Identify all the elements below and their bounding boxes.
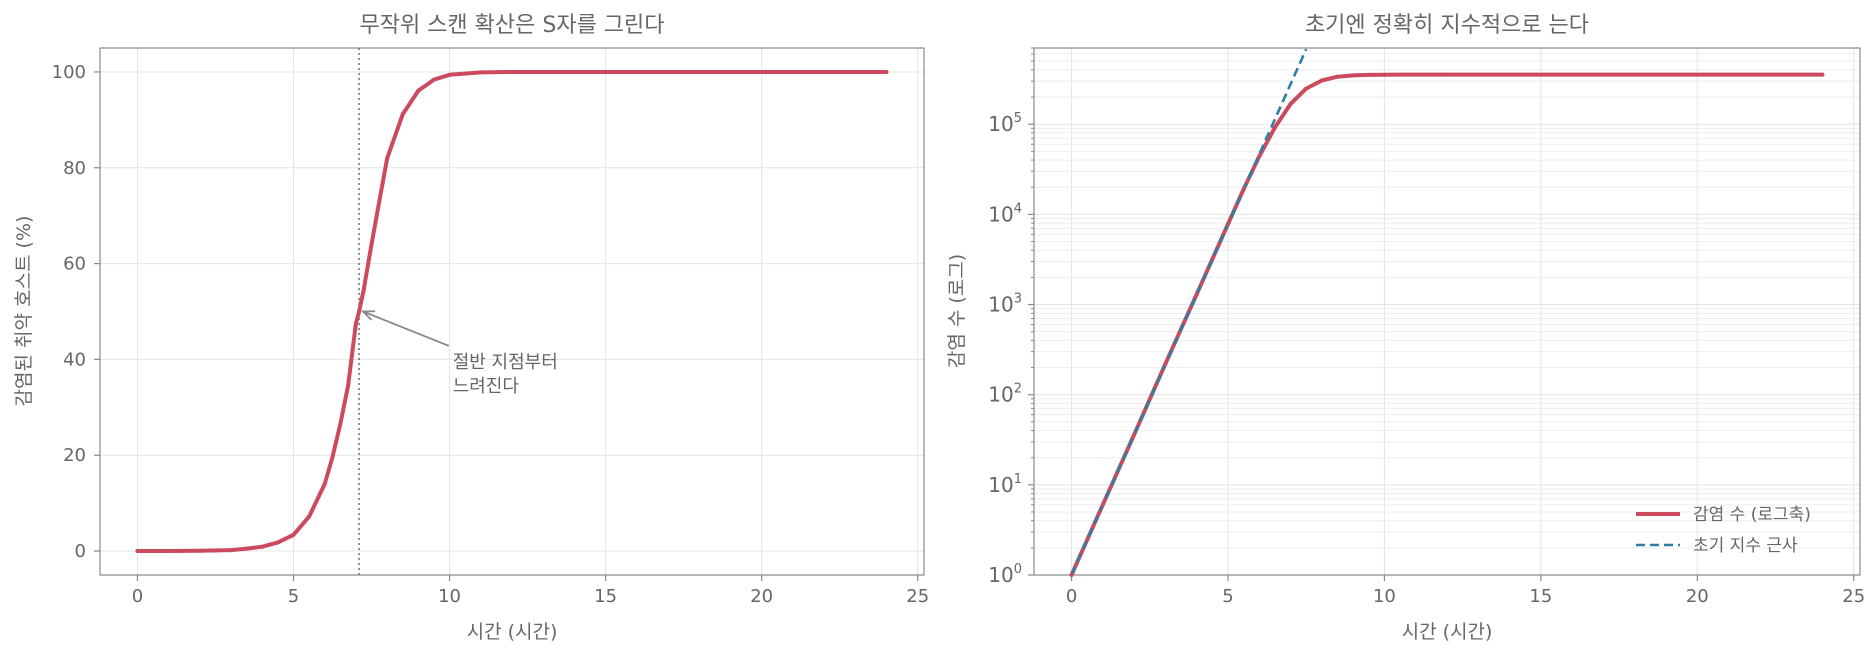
data-point xyxy=(1132,432,1137,437)
x-axis-label-left: 시간 (시간) xyxy=(467,621,558,643)
x-axis-label-right: 시간 (시간) xyxy=(1402,621,1493,643)
x-tick-label: 25 xyxy=(906,586,929,607)
grid-right xyxy=(1034,47,1860,576)
data-point xyxy=(330,455,335,460)
y-tick-label: 103 xyxy=(988,292,1022,317)
x-tick-label: 15 xyxy=(594,586,617,607)
legend-label-infected: 감염 수 (로그축) xyxy=(1693,505,1811,525)
data-point xyxy=(1304,86,1309,91)
annotation-arrowhead xyxy=(360,310,376,321)
data-point xyxy=(1335,74,1340,79)
data-point xyxy=(369,242,374,247)
panel-left: 0 5 10 15 20 25 0 20 40 60 80 100 절반 지점부터 느려진다 무작위 … xyxy=(13,13,929,643)
data-point xyxy=(361,287,366,292)
y-tick-label: 20 xyxy=(63,445,86,466)
data-point xyxy=(1225,222,1230,227)
data-point xyxy=(322,481,327,486)
y-axis-label-right: 감염 수 (로그) xyxy=(946,254,968,368)
data-point xyxy=(1194,292,1199,297)
annotation-arrow xyxy=(362,310,450,347)
x-tick-label: 0 xyxy=(132,586,143,607)
data-point xyxy=(135,549,140,554)
data-point xyxy=(510,69,514,74)
data-point xyxy=(357,309,362,314)
data-point xyxy=(431,77,436,82)
plot-frame-right xyxy=(1033,47,1861,576)
data-point xyxy=(1319,78,1324,83)
data-point xyxy=(1445,72,1449,77)
data-point xyxy=(1241,187,1246,192)
x-tick-label: 5 xyxy=(1222,586,1233,607)
data-point xyxy=(260,544,265,549)
data-point xyxy=(1100,502,1105,507)
x-tick-label: 25 xyxy=(1842,586,1865,607)
x-tick-label: 15 xyxy=(1529,586,1552,607)
data-point xyxy=(478,70,483,75)
data-point xyxy=(447,72,452,77)
data-point xyxy=(275,540,280,545)
data-point xyxy=(353,321,358,326)
y-tick-label: 60 xyxy=(63,254,86,275)
x-tick-label: 20 xyxy=(1686,586,1709,607)
ticks-right: 0 5 10 15 20 25 100 101 102 103 104 105 xyxy=(988,47,1865,607)
chart-title-left: 무작위 스캔 확산은 S자를 그린다 xyxy=(359,13,664,38)
data-point xyxy=(572,69,577,74)
y-tick-label: 100 xyxy=(988,562,1022,587)
y-tick-label: 0 xyxy=(75,541,86,562)
data-point xyxy=(1272,125,1277,130)
data-point xyxy=(291,532,296,537)
data-point xyxy=(1382,72,1387,77)
x-tick-label: 10 xyxy=(438,586,461,607)
y-tick-label: 40 xyxy=(63,349,86,370)
data-point xyxy=(338,422,343,427)
y-tick-label: 101 xyxy=(988,472,1022,497)
legend: 감염 수 (로그축) 초기 지수 근사 xyxy=(1636,505,1811,556)
y-tick-label: 104 xyxy=(988,201,1022,226)
data-points-left xyxy=(135,69,889,554)
data-point xyxy=(385,156,390,161)
data-point xyxy=(166,548,171,553)
annotation-line-2: 느려진다 xyxy=(453,376,520,397)
data-point xyxy=(1413,72,1418,77)
x-tick-label: 0 xyxy=(1066,586,1077,607)
exponential-approx-line xyxy=(1070,48,1308,575)
data-point xyxy=(1069,573,1074,577)
y-tick-label: 102 xyxy=(988,382,1022,407)
data-point xyxy=(416,88,421,93)
chart-title-right: 초기엔 정확히 지수적으로 는다 xyxy=(1305,13,1589,38)
x-tick-label: 5 xyxy=(288,586,299,607)
ticks-left: 0 5 10 15 20 25 0 20 40 60 80 100 xyxy=(52,62,930,607)
data-point xyxy=(1288,101,1293,106)
data-point xyxy=(346,383,351,388)
data-point xyxy=(1163,361,1168,366)
data-point xyxy=(377,199,382,204)
x-tick-label: 20 xyxy=(750,586,773,607)
x-tick-label: 10 xyxy=(1373,586,1396,607)
data-point xyxy=(1820,72,1825,77)
data-point xyxy=(884,69,889,74)
data-point xyxy=(229,548,234,553)
data-point xyxy=(400,112,405,117)
data-point xyxy=(307,514,312,519)
data-point xyxy=(1257,154,1262,159)
data-point xyxy=(1351,73,1356,78)
panel-right: 0 5 10 15 20 25 100 101 102 103 104 105 초기엔 정확히 지수적… xyxy=(946,13,1865,643)
data-point xyxy=(244,546,249,551)
grid-left xyxy=(100,48,924,575)
y-tick-label: 80 xyxy=(63,158,86,179)
data-points-right xyxy=(1069,72,1825,577)
y-axis-label-left: 감염된 취약 호스트 (%) xyxy=(13,216,35,407)
y-tick-label: 100 xyxy=(52,62,86,83)
y-tick-label: 105 xyxy=(988,111,1022,136)
infection-curve-percent xyxy=(137,70,887,553)
data-point xyxy=(197,548,202,553)
annotation-line-1: 절반 지점부터 xyxy=(453,352,558,373)
data-point xyxy=(1366,72,1371,77)
legend-label-approx: 초기 지수 근사 xyxy=(1693,536,1798,556)
plot-frame-left xyxy=(99,47,925,576)
